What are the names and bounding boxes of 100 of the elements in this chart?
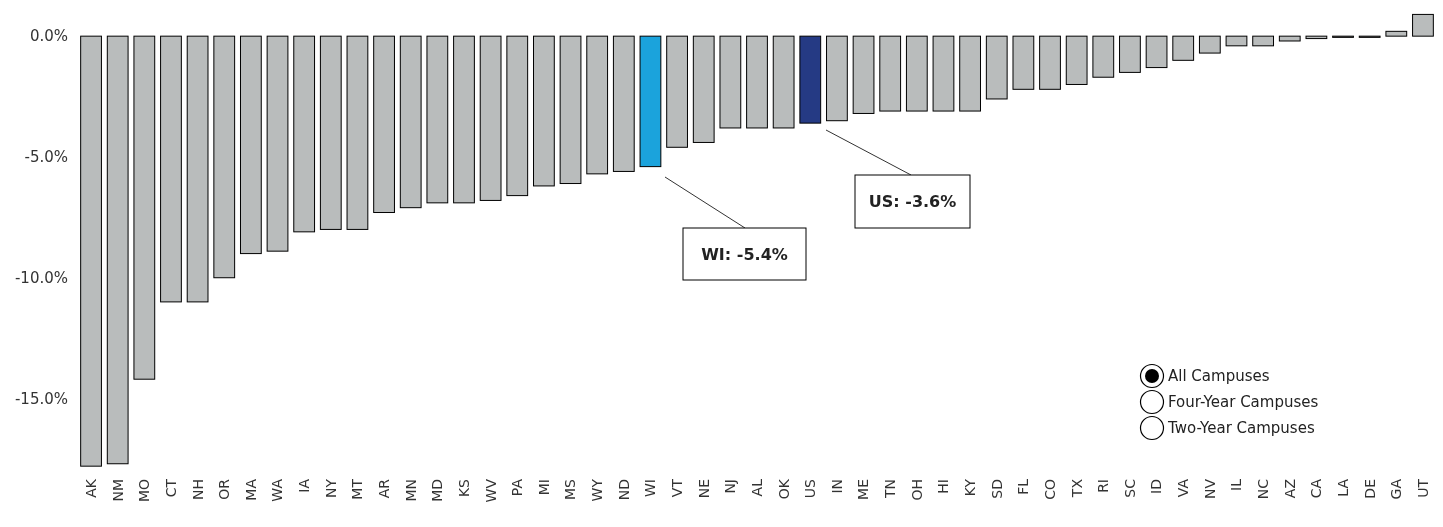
- bar: [239, 35, 262, 255]
- x-tick-label: HI: [935, 479, 952, 494]
- x-tick-label: MD: [429, 479, 446, 502]
- bar: [852, 35, 875, 114]
- bar: [905, 35, 928, 112]
- x-tick-label: TN: [882, 479, 899, 500]
- x-tick-label: NE: [695, 479, 712, 499]
- bar: [106, 35, 129, 465]
- x-tick-label: MS: [562, 478, 579, 500]
- x-tick-label: MN: [402, 479, 419, 502]
- bar: [533, 35, 555, 187]
- x-tick-label: DE: [1361, 479, 1378, 499]
- y-tick-label: -10.0%: [14, 268, 68, 287]
- x-tick-label: KY: [962, 478, 978, 497]
- x-tick-label: IA: [296, 478, 313, 493]
- x-tick-label: OH: [908, 479, 925, 501]
- bar: [1119, 35, 1141, 73]
- bar: [799, 35, 822, 124]
- bar: [1039, 35, 1061, 90]
- bar: [1305, 35, 1328, 40]
- x-tick-label: AZ: [1281, 479, 1298, 499]
- x-tick-label: US: [802, 478, 819, 499]
- bar: [160, 35, 182, 303]
- x-tick-label: VA: [1175, 478, 1192, 498]
- x-tick-label: NC: [1255, 478, 1272, 500]
- bar: [1092, 35, 1115, 78]
- x-tick-label: AR: [375, 478, 392, 499]
- x-tick-label: SD: [988, 479, 1005, 499]
- bar: [666, 35, 688, 148]
- x-tick-label: VT: [668, 478, 685, 498]
- bar: [399, 35, 422, 209]
- bar: [373, 35, 395, 214]
- bar: [506, 35, 529, 197]
- bar: [293, 35, 316, 233]
- bar: [319, 35, 342, 230]
- bar: [932, 35, 955, 112]
- y-tick-label: -5.0%: [24, 148, 68, 167]
- x-tick-label: MO: [136, 479, 153, 503]
- annotation: All Campuses: [1168, 367, 1270, 386]
- bar: [1012, 35, 1035, 90]
- annotation: WI: -5.4%: [701, 244, 788, 264]
- bar: [1225, 35, 1248, 47]
- x-tick-label: IN: [828, 479, 845, 494]
- x-tick-label: KS: [455, 478, 472, 498]
- bar: [479, 35, 502, 201]
- bar: [586, 35, 609, 175]
- x-tick-label: ID: [1148, 479, 1165, 494]
- bar: [1145, 35, 1168, 69]
- bar: [879, 35, 902, 112]
- bar: [985, 35, 1008, 100]
- x-tick-label: FL: [1015, 478, 1032, 495]
- x-tick-label: NH: [189, 479, 206, 500]
- bar: [80, 35, 102, 467]
- x-tick-label: WA: [269, 478, 286, 502]
- x-tick-label: ME: [855, 479, 872, 500]
- x-tick-label: OR: [216, 478, 233, 500]
- bar: [426, 35, 449, 204]
- x-tick-label: LA: [1334, 478, 1351, 497]
- x-tick-label: AK: [82, 478, 99, 498]
- x-tick-label: ND: [615, 479, 632, 501]
- x-tick-label: OK: [775, 478, 792, 500]
- bar: [826, 35, 848, 122]
- annotation: US: -3.6%: [868, 192, 957, 212]
- x-tick-label: MT: [349, 478, 366, 500]
- bar: [1172, 35, 1195, 61]
- bar: [1198, 35, 1221, 54]
- x-tick-label: IL: [1228, 478, 1245, 491]
- bar: [719, 35, 742, 129]
- x-tick-label: WY: [589, 478, 606, 502]
- y-tick-label: -15.0%: [14, 389, 68, 408]
- bar: [133, 35, 156, 380]
- bar: [1065, 35, 1088, 85]
- bar: [692, 35, 715, 143]
- bar: [959, 35, 981, 112]
- x-tick-label: CA: [1308, 478, 1325, 499]
- bar: [772, 35, 795, 129]
- bar: [559, 35, 582, 185]
- bar: [639, 35, 662, 168]
- x-tick-label: MA: [242, 478, 259, 501]
- y-tick-label: 0.0%: [29, 27, 68, 46]
- x-tick-label: SC: [1121, 478, 1138, 498]
- x-tick-label: CO: [1041, 479, 1058, 500]
- bar: [1385, 30, 1408, 37]
- x-tick-label: MI: [535, 479, 552, 496]
- x-tick-label: TX: [1068, 478, 1085, 499]
- x-tick-label: WV: [482, 478, 499, 503]
- x-tick-label: GA: [1388, 478, 1405, 500]
- bar: [186, 35, 209, 303]
- bar: [213, 35, 236, 279]
- bar: [612, 35, 635, 172]
- bar: [453, 35, 475, 204]
- bar: [1412, 13, 1434, 37]
- x-tick-label: UT: [1414, 478, 1431, 498]
- bar: [746, 35, 768, 129]
- bar: [346, 35, 369, 230]
- x-tick-label: RI: [1095, 479, 1112, 493]
- annotation: Four-Year Campuses: [1168, 393, 1319, 412]
- bar: [1252, 35, 1275, 47]
- x-tick-label: NY: [322, 478, 339, 499]
- x-tick-label: NJ: [722, 479, 739, 494]
